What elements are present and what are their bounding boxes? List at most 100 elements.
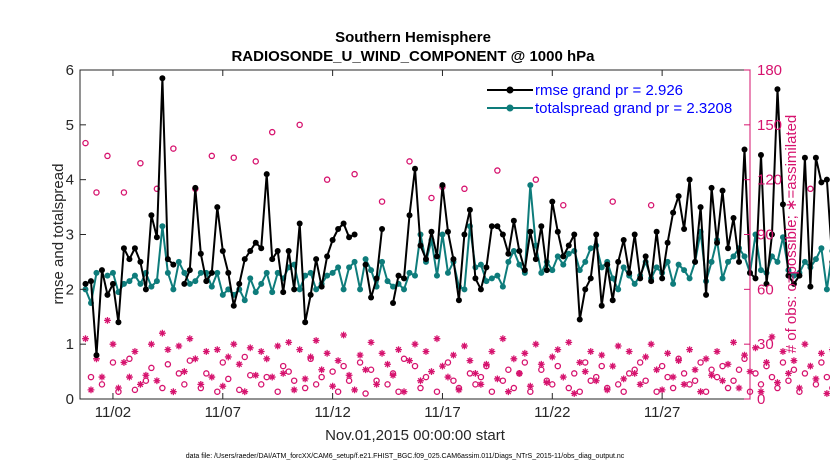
rmse-point: [642, 253, 649, 260]
rmse-point: [285, 247, 292, 254]
rmse-point: [812, 154, 819, 161]
assimilated-point: [757, 388, 765, 396]
rmse-point: [609, 297, 616, 304]
rmse-point: [93, 352, 100, 359]
rmse-point: [115, 319, 122, 326]
totalspread-point: [208, 283, 215, 290]
chart-title: Southern Hemisphere: [335, 29, 491, 46]
assimilated-point: [224, 353, 232, 361]
assimilated-point: [417, 377, 424, 385]
possible-point: [571, 370, 578, 377]
assimilated-point: [472, 370, 479, 377]
assimilated-point: [290, 386, 298, 394]
possible-point: [351, 170, 358, 178]
totalspread-point: [483, 278, 490, 285]
totalspread-point: [164, 269, 171, 276]
assimilated-point: [301, 375, 309, 383]
rmse-point: [197, 250, 204, 257]
totalspread-point: [131, 272, 138, 279]
assimilated-point: [570, 390, 578, 397]
assimilated-point: [93, 355, 100, 363]
totalspread-point: [516, 261, 523, 268]
rmse-point: [109, 280, 116, 287]
rmse-point: [593, 231, 600, 238]
assimilated-point: [180, 368, 188, 375]
totalspread-point: [631, 280, 638, 287]
possible-point: [417, 384, 424, 392]
assimilated-point: [724, 360, 732, 368]
assimilated-point: [373, 380, 380, 388]
totalspread-point: [505, 258, 512, 265]
possible-point: [642, 377, 649, 384]
chart-subtitle: RADIOSONDE_U_WIND_COMPONENT @ 1000 hPa: [231, 48, 595, 65]
assimilated-point: [713, 348, 721, 355]
assimilated-point: [323, 349, 331, 357]
assimilated-point: [202, 348, 210, 355]
assimilated-point: [526, 382, 534, 390]
possible-point: [87, 373, 95, 381]
assimilated-point: [796, 384, 803, 392]
assimilated-point: [488, 348, 496, 355]
rmse-point: [258, 245, 265, 252]
y-right-tick-label: 60: [757, 281, 774, 298]
possible-point: [378, 198, 386, 205]
rmse-point: [351, 231, 358, 238]
assimilated-point: [587, 348, 595, 355]
assimilated-point: [109, 340, 117, 348]
possible-point: [203, 370, 210, 377]
totalspread-point: [351, 258, 358, 265]
rmse-point: [560, 253, 567, 260]
possible-point: [494, 167, 501, 174]
rmse-point: [313, 256, 320, 263]
possible-point: [472, 381, 479, 388]
possible-point: [285, 368, 292, 375]
rmse-point: [796, 272, 803, 279]
assimilated-point: [400, 388, 408, 396]
possible-point: [609, 198, 616, 205]
possible-point: [340, 362, 347, 370]
assimilated-point: [812, 375, 820, 383]
assimilated-point: [537, 360, 545, 368]
plot-frame: [79, 69, 751, 400]
possible-point: [587, 377, 594, 384]
totalspread-point: [346, 264, 353, 271]
rmse-point: [318, 283, 325, 290]
totalspread-point: [153, 278, 160, 285]
assimilated-point: [340, 331, 348, 339]
possible-point: [126, 355, 133, 363]
rmse-point: [494, 223, 501, 230]
totalspread-point: [296, 286, 303, 293]
possible-point: [785, 377, 792, 384]
totalspread-point: [494, 272, 501, 279]
possible-point: [137, 159, 144, 167]
rmse-point: [455, 297, 462, 304]
possible-point: [279, 362, 287, 370]
assimilated-point: [439, 362, 446, 370]
assimilated-point: [334, 357, 342, 365]
y-right-tick-label: 150: [757, 117, 782, 134]
assimilated-point: [191, 355, 199, 363]
y-right-tick-label: 90: [757, 227, 774, 244]
totalspread-point: [384, 278, 391, 285]
rmse-point: [148, 212, 155, 219]
rmse-point: [543, 267, 550, 274]
rmse-point: [763, 280, 770, 287]
assimilated-point: [147, 340, 155, 348]
totalspread-point: [247, 275, 254, 282]
totalspread-point: [790, 272, 797, 279]
assimilated-point: [510, 355, 518, 363]
possible-point: [219, 359, 227, 366]
assimilated-point: [680, 380, 688, 388]
possible-point: [719, 362, 726, 370]
totalspread-point: [137, 280, 144, 287]
assimilated-point: [631, 370, 639, 377]
assimilated-point: [120, 359, 128, 366]
assimilated-point: [735, 384, 743, 392]
assimilated-point: [126, 373, 133, 381]
assimilated-point: [466, 357, 474, 365]
rmse-point: [637, 275, 644, 282]
possible-point: [565, 384, 573, 392]
assimilated-point: [378, 349, 386, 357]
possible-point: [680, 370, 688, 377]
rmse-point: [752, 275, 759, 282]
